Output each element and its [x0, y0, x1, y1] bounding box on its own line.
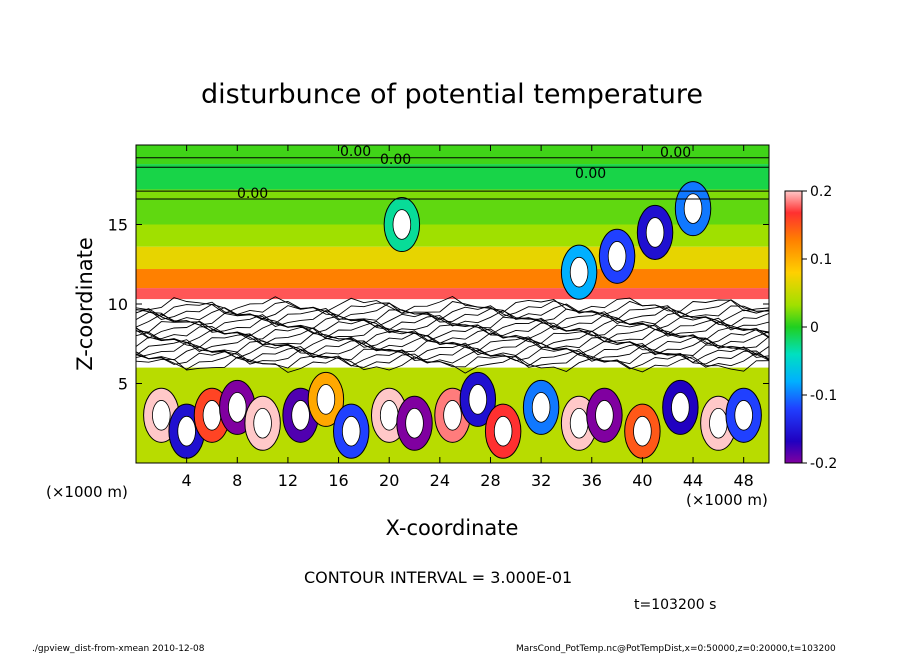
- field-cell-core: [633, 415, 652, 447]
- contour-label: 0.00: [340, 144, 371, 160]
- contour-label: 0.00: [575, 166, 606, 182]
- field-band: [136, 288, 769, 300]
- contour-line: [136, 295, 769, 314]
- x-unit-right: (×1000 m): [686, 491, 768, 509]
- field-cell-core: [177, 415, 196, 447]
- contour-line: [136, 337, 769, 356]
- contour-line: [136, 313, 769, 332]
- colorbar-ticks: 0.2 0.1 0 -0.1 -0.2: [802, 184, 837, 472]
- contour-label: 0.00: [237, 186, 268, 202]
- x-tick-label: 28: [480, 471, 500, 490]
- x-tick-label: 4: [182, 471, 192, 490]
- x-tick-label: 44: [683, 471, 703, 490]
- contour-interval-text: CONTOUR INTERVAL = 3.000E-01: [304, 568, 572, 587]
- x-tick-label: 16: [328, 471, 348, 490]
- x-tick-label: 40: [632, 471, 652, 490]
- colorbar-gradient: [784, 190, 803, 464]
- x-tick-label: 48: [734, 471, 754, 490]
- field-cell-core: [734, 400, 753, 431]
- field-band: [136, 145, 769, 165]
- field-band: [136, 246, 769, 270]
- field-band: [136, 189, 769, 200]
- contour-line: [136, 341, 769, 360]
- colorbar-tick-label: 0.1: [810, 252, 832, 268]
- field-cell-core: [595, 400, 614, 431]
- field-cell-core: [341, 415, 361, 447]
- contour-line: [136, 323, 769, 343]
- field-cell-core: [607, 241, 627, 272]
- contour-line: [136, 302, 769, 321]
- x-axis-label: X-coordinate: [386, 516, 519, 540]
- time-text: t=103200 s: [634, 597, 716, 613]
- footer-left: ./gpview_dist-from-xmean 2010-12-08: [32, 644, 205, 654]
- contour-label: 0.00: [660, 145, 691, 161]
- chart-title: disturbunce of potential temperature: [201, 79, 703, 110]
- contour-label: 0.00: [380, 152, 411, 168]
- contour-labels: 0.00 0.00 0.00 0.00 0.00: [237, 144, 691, 202]
- field-band: [136, 224, 769, 247]
- x-unit-left: (×1000 m): [46, 483, 128, 501]
- field-cell-core: [291, 400, 310, 431]
- field-cell-core: [228, 392, 247, 423]
- x-tick-label: 24: [430, 471, 450, 490]
- y-tick-label: 5: [118, 375, 128, 394]
- field-cell-core: [405, 407, 424, 439]
- field-cell-core: [671, 392, 690, 423]
- colorbar-tick-label: 0.2: [810, 184, 832, 200]
- field-cell-core: [253, 407, 272, 439]
- field-cell-core: [569, 256, 589, 288]
- field-cell-core: [468, 384, 488, 415]
- x-tick-label: 20: [379, 471, 399, 490]
- colorbar-tick-label: -0.1: [810, 388, 837, 404]
- field-cell-core: [202, 400, 222, 431]
- field-cell-core: [379, 400, 399, 431]
- x-tick-label: 32: [531, 471, 551, 490]
- field-cell-core: [569, 407, 589, 439]
- footer-right: MarsCond_PotTemp.nc@PotTempDist,x=0:5000…: [516, 644, 836, 654]
- field-cell-core: [316, 384, 336, 415]
- colorbar-tick-label: 0: [810, 320, 819, 336]
- y-axis-ticks: 5 10 15: [108, 216, 769, 394]
- contour-line: [136, 352, 769, 370]
- field-cells: [143, 181, 762, 459]
- plot-area: [136, 145, 769, 463]
- contour-line: [136, 299, 769, 318]
- field-cell-core: [152, 400, 171, 431]
- field-cell-core: [443, 400, 462, 431]
- contour-line: [136, 334, 769, 353]
- field-cell-core: [709, 407, 728, 439]
- y-axis-label: Z-coordinate: [73, 237, 97, 371]
- x-tick-label: 8: [232, 471, 242, 490]
- colorbar: 0.2 0.1 0 -0.1 -0.2: [784, 184, 837, 472]
- x-tick-label: 12: [278, 471, 298, 490]
- field-cell-core: [531, 392, 551, 423]
- x-axis-ticks: 4 8 12 16 20 24 28 32 36 40 44 48: [182, 145, 754, 490]
- field-cell-core: [683, 193, 703, 224]
- field-band: [136, 269, 769, 289]
- contour-lines: [136, 157, 769, 374]
- y-tick-label: 15: [108, 216, 128, 235]
- field-cell-core: [645, 217, 665, 248]
- colorbar-tick-label: -0.2: [810, 456, 837, 472]
- field-cell-core: [493, 415, 513, 447]
- field-band: [136, 199, 769, 225]
- contour-line: [136, 317, 769, 336]
- contour-line: [136, 306, 769, 325]
- field-cell-core: [392, 209, 412, 240]
- y-tick-label: 10: [108, 295, 128, 314]
- field-band: [136, 164, 769, 190]
- x-tick-label: 36: [582, 471, 602, 490]
